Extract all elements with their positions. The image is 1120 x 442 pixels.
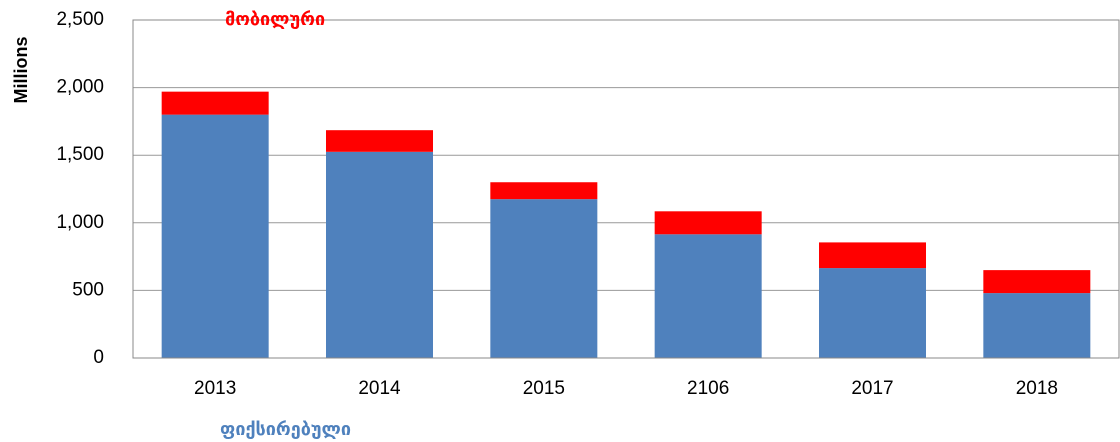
bar-segment [326, 151, 433, 358]
x-tick-label: 2013 [194, 378, 236, 399]
y-tick-label: 2,500 [56, 9, 104, 30]
y-tick-label: 1,500 [56, 144, 104, 165]
y-tick-label: 2,000 [56, 77, 104, 98]
bar-segment [326, 130, 433, 152]
bar-segment [490, 199, 598, 358]
legend-label: მობილური [225, 9, 325, 30]
bar-segment [654, 234, 762, 358]
bar-segment [983, 293, 1091, 358]
bar-segment [983, 270, 1091, 294]
bar-segment [819, 268, 926, 358]
y-tick-label: 1,000 [56, 212, 104, 233]
legend-label: ფიქსირებული [220, 419, 351, 440]
y-axis-label: Millions [11, 37, 31, 104]
bar-segment [819, 242, 926, 269]
bar-segment [161, 114, 269, 358]
bar-segment [161, 91, 269, 115]
x-tick-label: 2017 [851, 378, 893, 399]
x-tick-label: 2015 [523, 378, 565, 399]
x-tick-label: 2106 [687, 378, 729, 399]
y-tick-label: 0 [93, 347, 104, 368]
bar-segment [490, 182, 598, 200]
plot-frame [132, 19, 1120, 359]
bar-segment [654, 211, 762, 235]
y-tick-label: 500 [72, 279, 104, 300]
x-tick-label: 2018 [1016, 378, 1058, 399]
x-tick-label: 2014 [358, 378, 401, 399]
